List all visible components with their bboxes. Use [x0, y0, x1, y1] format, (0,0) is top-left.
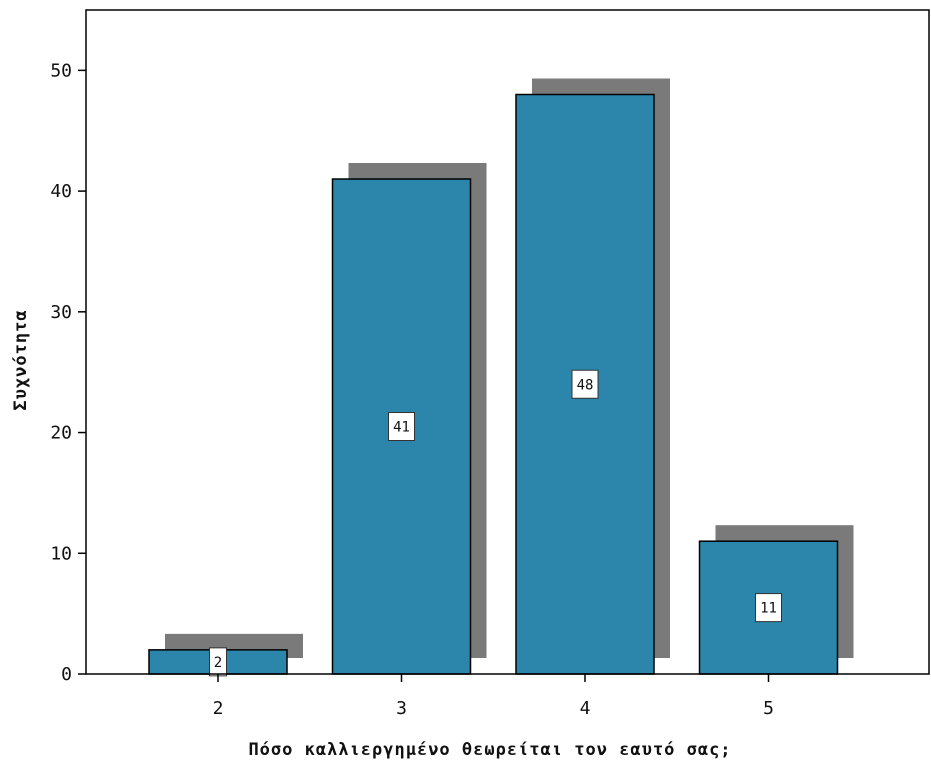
- data-label-box: [755, 593, 782, 623]
- data-label: 41: [393, 420, 410, 436]
- x-tick-label: 4: [580, 698, 591, 719]
- y-tick-label: 20: [50, 423, 72, 444]
- y-tick-label: 0: [61, 664, 72, 685]
- plot-frame: [85, 9, 930, 675]
- x-axis-title: Πόσο καλλιεργημένο θεωρείται τον εαυτό σ…: [248, 740, 731, 760]
- y-tick-label: 10: [50, 543, 72, 564]
- y-axis-title: Συχνότητα: [11, 309, 31, 410]
- data-label: 48: [577, 377, 594, 393]
- data-label-box: [571, 369, 599, 399]
- data-label-box: [388, 412, 415, 442]
- x-tick-label: 2: [213, 698, 224, 719]
- x-tick-label: 3: [396, 698, 407, 719]
- bars: [148, 93, 839, 675]
- bar-4: [515, 93, 655, 675]
- x-axis-ticks: 2 3 4 5: [213, 674, 774, 719]
- y-tick-label: 50: [50, 60, 72, 81]
- y-tick-label: 40: [50, 181, 72, 202]
- y-tick-label: 30: [50, 302, 72, 323]
- x-tick-label: 5: [763, 698, 774, 719]
- y-axis-ticks: 0 10 20 30 40 50: [50, 60, 86, 685]
- data-labels: 2 41 48 11: [209, 369, 782, 677]
- data-label: 11: [760, 601, 777, 617]
- data-label: 2: [214, 655, 222, 671]
